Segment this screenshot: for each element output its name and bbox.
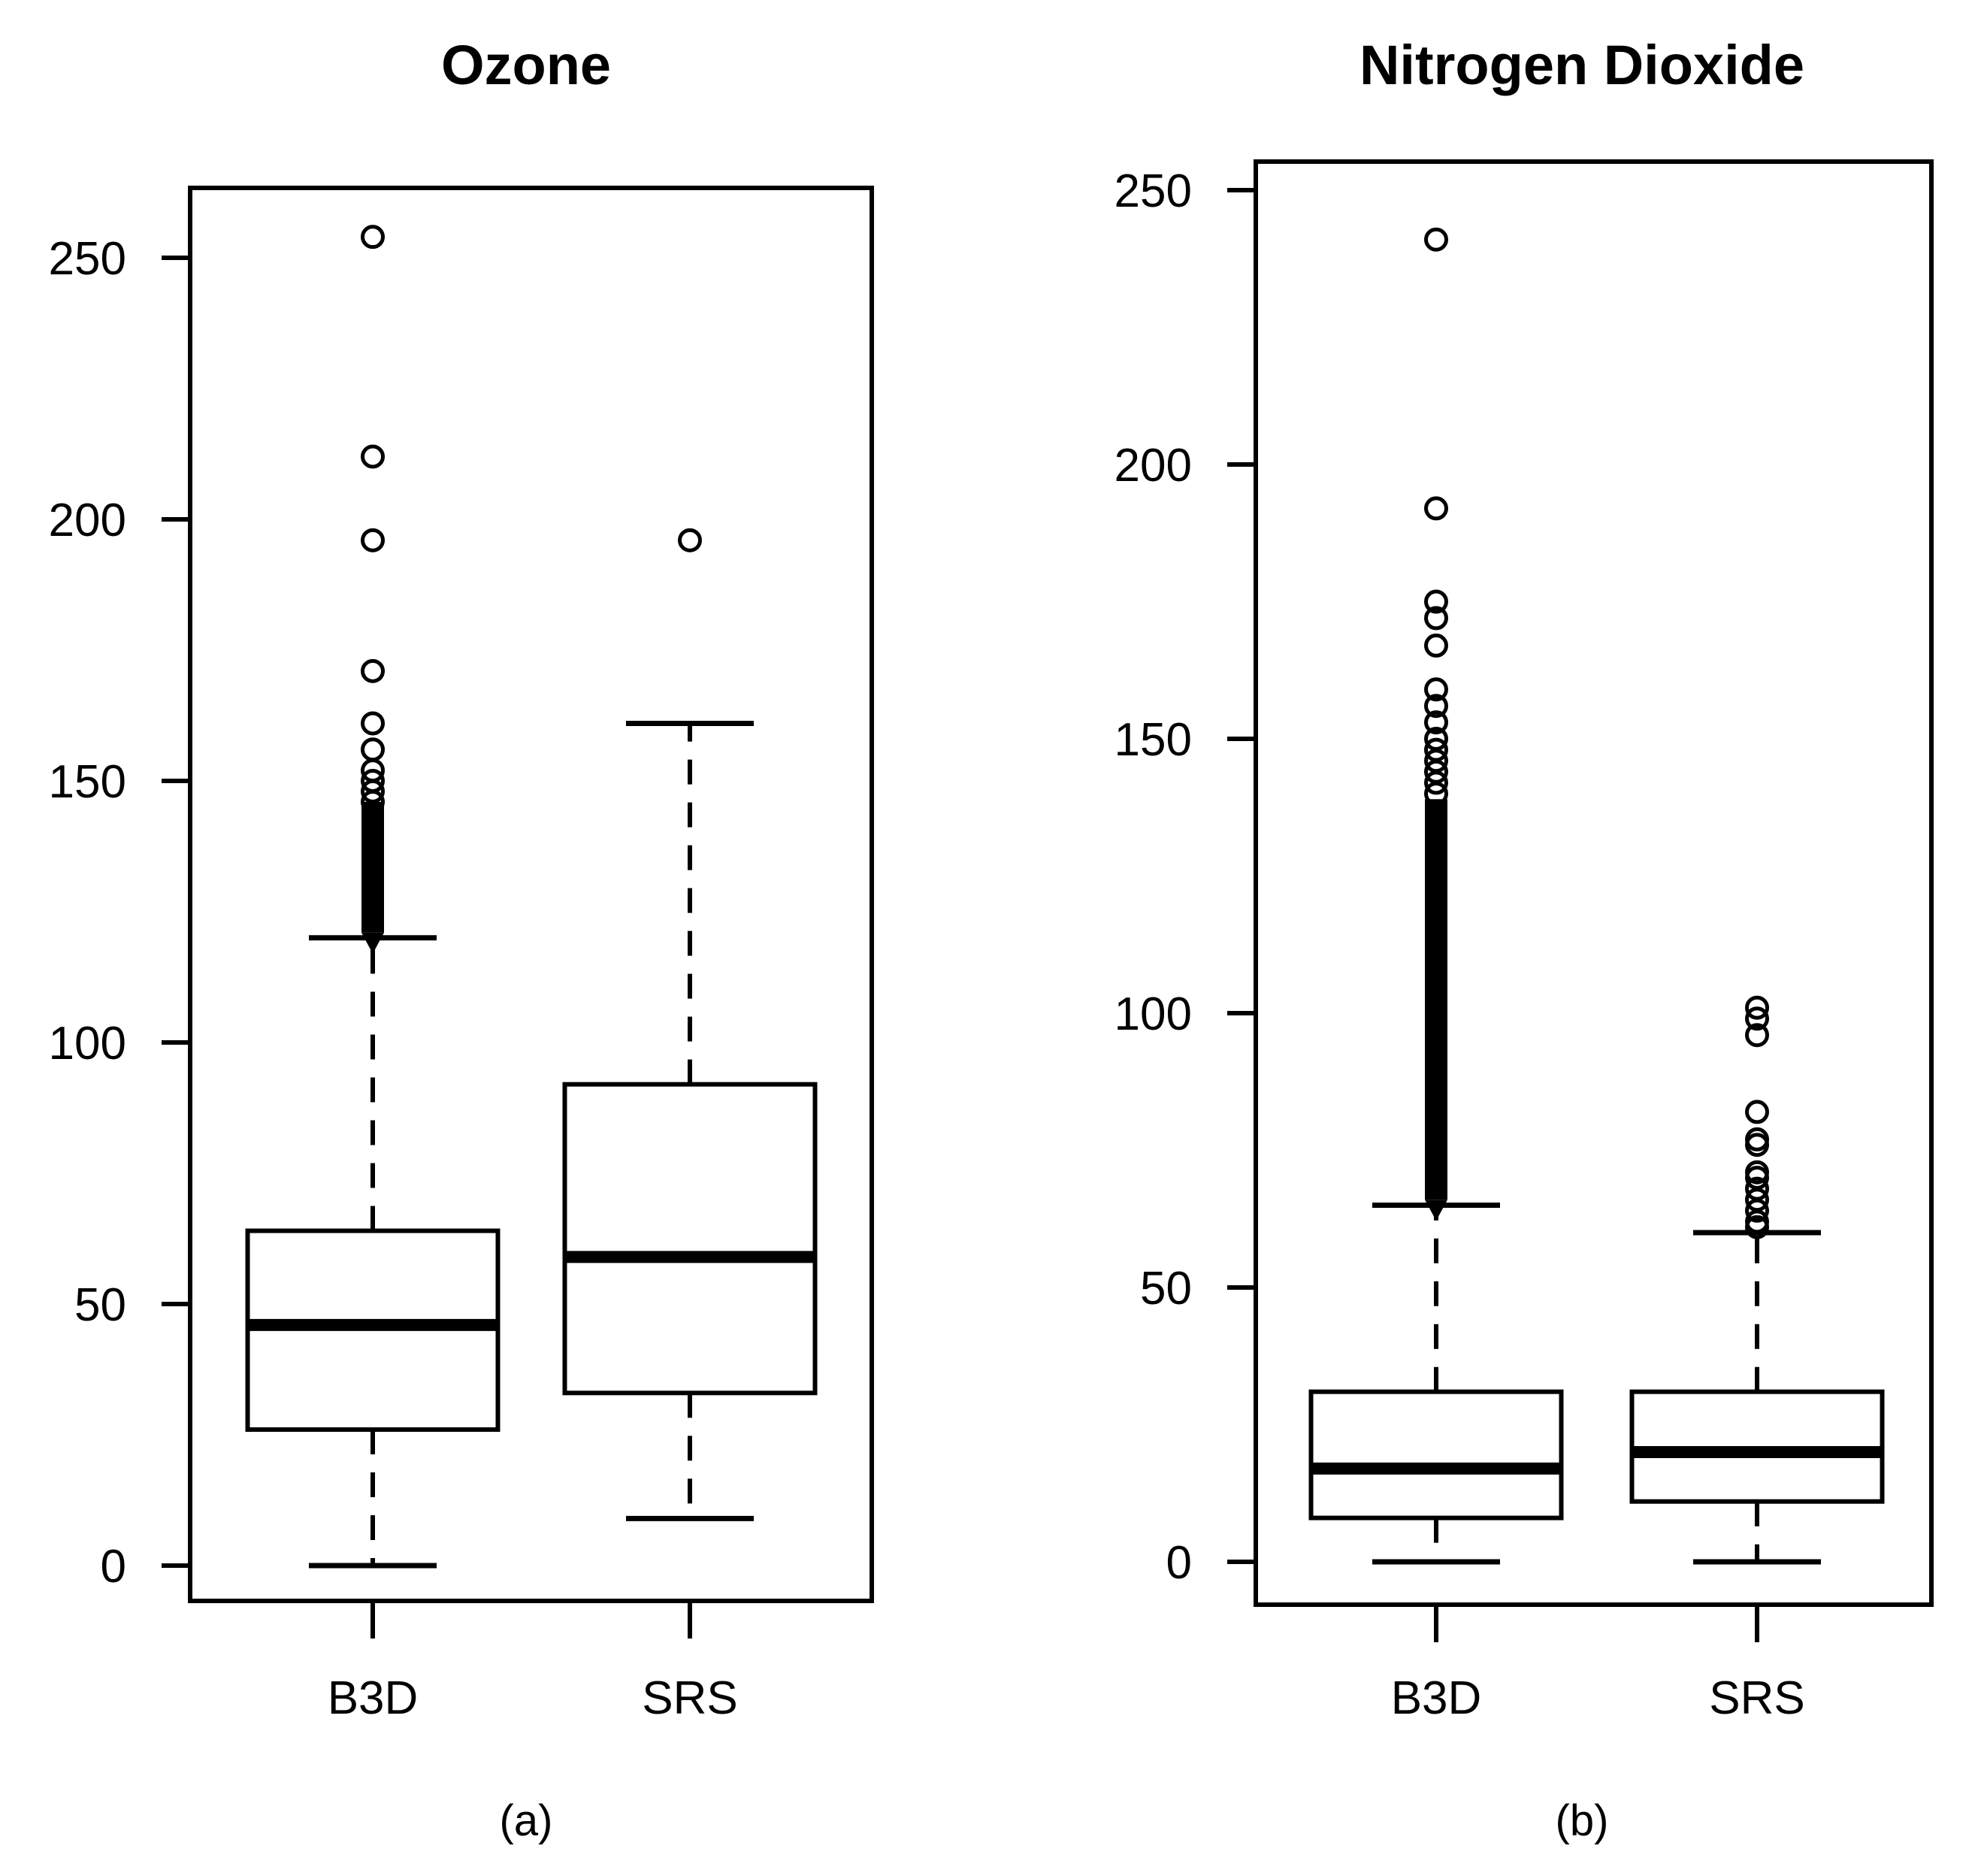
dense-outlier-column-tip — [361, 932, 384, 954]
outlier-point — [1424, 694, 1448, 719]
outlier-point — [361, 737, 385, 762]
y-tick-label: 50 — [74, 1279, 126, 1331]
panel-b: Nitrogen Dioxide 0 50 100 150 200 250 B3D SRS (b) — [1115, 34, 1934, 1845]
y-tick-label: 250 — [49, 233, 126, 285]
outlier-point — [1424, 737, 1448, 762]
y-tick-label: 200 — [49, 495, 126, 546]
outlier-point — [361, 444, 385, 469]
category-label: B3D — [328, 1672, 419, 1724]
plot-frame — [1254, 159, 1934, 1607]
y-tick-label: 200 — [1115, 440, 1192, 492]
y-tick-label: 150 — [49, 756, 126, 808]
dense-outlier-column-tip — [1425, 1200, 1447, 1221]
iqr-box — [562, 1082, 818, 1396]
category-label: B3D — [1391, 1672, 1482, 1724]
outlier-point — [1745, 1100, 1769, 1124]
panel-a: Ozone 0 50 100 150 200 250 B3D SRS (a) — [49, 34, 874, 1845]
y-tick-label: 100 — [1115, 988, 1192, 1040]
outlier-point — [361, 711, 385, 736]
outlier-point — [361, 769, 385, 793]
outlier-point — [1424, 727, 1448, 751]
outlier-point — [1424, 606, 1448, 631]
outlier-point — [1745, 1023, 1769, 1048]
y-tick-label: 250 — [1115, 165, 1192, 217]
outlier-point — [1424, 589, 1448, 614]
y-tick-label: 50 — [1140, 1263, 1192, 1315]
y-tick-label: 0 — [1166, 1537, 1192, 1589]
outlier-point — [1424, 633, 1448, 658]
outlier-point — [1424, 677, 1448, 702]
outlier-point — [361, 658, 385, 683]
y-tick-label: 0 — [101, 1541, 126, 1593]
y-tick-label: 150 — [1115, 714, 1192, 766]
dense-outlier-column — [1425, 799, 1447, 1200]
chart-title: Ozone — [441, 34, 611, 96]
outlier-point — [361, 528, 385, 552]
outlier-point — [1745, 1160, 1769, 1185]
plot-frame — [188, 186, 874, 1603]
iqr-box — [1308, 1389, 1564, 1520]
panel-caption: (b) — [1556, 1796, 1609, 1845]
outlier-point — [1424, 496, 1448, 521]
chart-title: Nitrogen Dioxide — [1359, 34, 1804, 96]
outlier-point — [1745, 1176, 1769, 1201]
outlier-point — [678, 528, 702, 552]
outlier-point — [361, 225, 385, 250]
outlier-point — [1424, 710, 1448, 735]
panel-caption: (a) — [500, 1796, 553, 1845]
dense-outlier-column — [361, 801, 384, 933]
category-label: SRS — [1709, 1672, 1804, 1724]
y-tick-label: 100 — [49, 1018, 126, 1070]
category-label: SRS — [642, 1672, 737, 1724]
outlier-point — [1745, 1006, 1769, 1031]
outlier-point — [1424, 227, 1448, 252]
outlier-point — [1745, 1127, 1769, 1151]
outlier-point — [1745, 995, 1769, 1020]
